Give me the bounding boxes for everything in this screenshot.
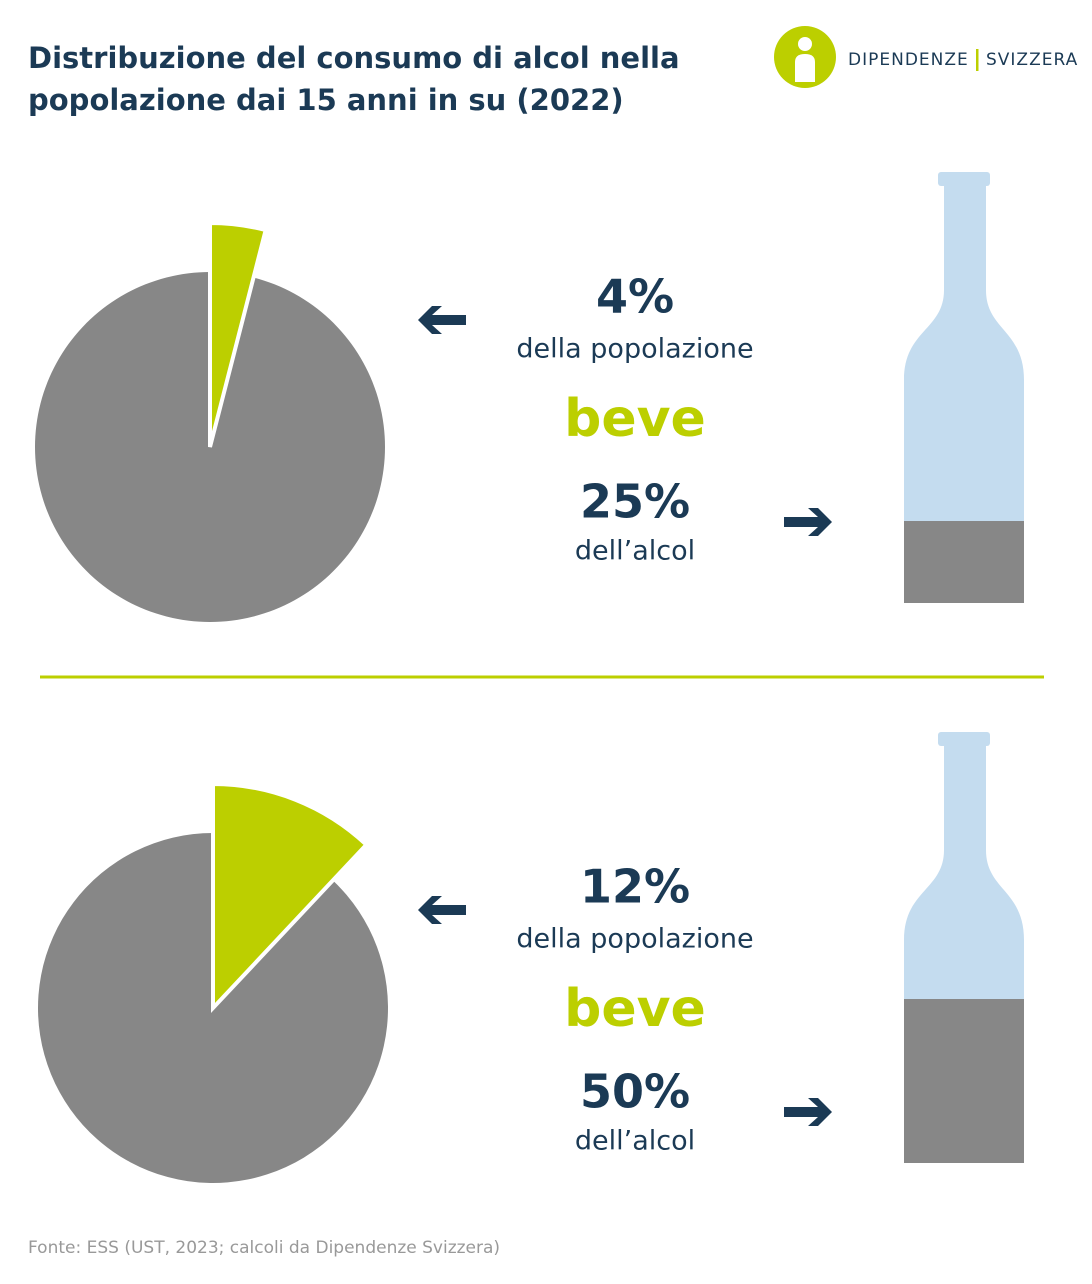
alcohol-percent: 50% <box>580 1065 690 1119</box>
alcohol-percent: 25% <box>580 475 690 529</box>
population-percent: 4% <box>596 270 674 324</box>
alcohol-text: dell’alcol <box>575 1126 695 1157</box>
population-text: della popolazione <box>516 334 753 365</box>
logo-body <box>795 54 815 82</box>
source: Fonte: ESS (UST, 2023; calcoli da Dipend… <box>28 1238 500 1258</box>
arrow-left <box>418 306 466 334</box>
verb: beve <box>564 979 706 1039</box>
population-percent: 12% <box>580 860 690 914</box>
bottle-fill <box>904 521 1024 603</box>
bottle <box>904 732 1024 1163</box>
logo-head <box>798 37 812 51</box>
logo-bar <box>976 49 979 71</box>
pie-slice <box>208 220 269 448</box>
arrow-right <box>784 1098 832 1126</box>
arrow-left <box>418 896 466 924</box>
title-line: Distribuzione del consumo di alcol nella <box>28 41 680 75</box>
title-line: popolazione dai 15 anni in su (2022) <box>28 83 624 117</box>
arrow-right <box>784 508 832 536</box>
bottle <box>904 172 1024 603</box>
population-text: della popolazione <box>516 924 753 955</box>
pie-slice <box>211 781 370 1014</box>
bottle-cap <box>938 732 990 746</box>
bottle-body <box>904 184 1024 603</box>
logo: DIPENDENZE SVIZZERA <box>774 26 1078 88</box>
logo-text: SVIZZERA <box>986 50 1078 70</box>
logo-text: DIPENDENZE <box>848 50 969 70</box>
bottle-cap <box>938 172 990 186</box>
bottle-fill <box>904 999 1024 1163</box>
alcohol-text: dell’alcol <box>575 536 695 567</box>
verb: beve <box>564 389 706 449</box>
